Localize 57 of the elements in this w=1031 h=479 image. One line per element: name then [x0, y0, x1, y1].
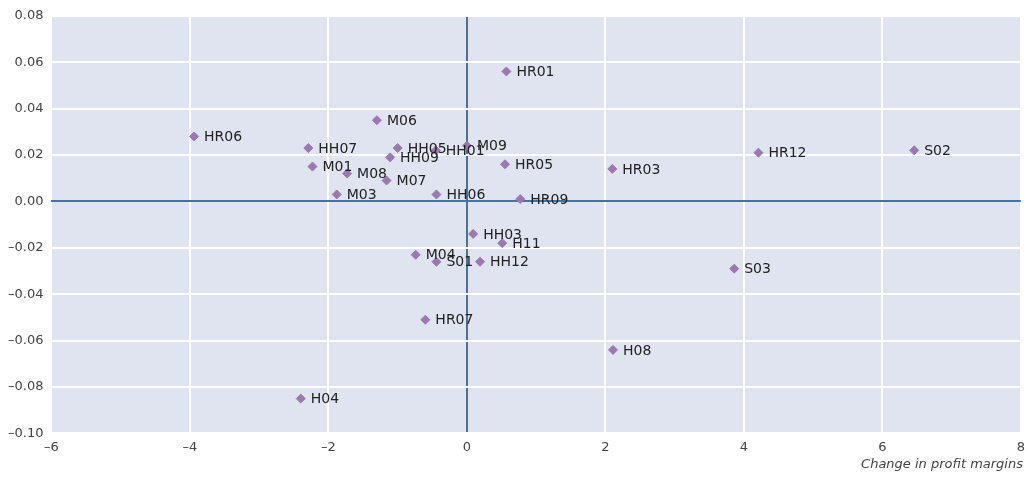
x-tick-label: 6: [878, 438, 887, 454]
data-label: S02: [924, 142, 951, 158]
y-tick-label: –0.04: [7, 285, 44, 301]
data-label: H08: [623, 341, 652, 358]
point: [515, 194, 526, 205]
data-label: HR01: [516, 63, 555, 80]
point: [608, 344, 619, 355]
point: [385, 152, 396, 163]
data-label: M08: [357, 165, 388, 182]
x-tick-label: 0: [462, 438, 472, 454]
point: [371, 115, 382, 126]
point: [468, 228, 479, 239]
point: [909, 145, 920, 156]
data-label: HR06: [204, 128, 243, 145]
x-tick-label: –2: [321, 438, 336, 454]
point: [410, 249, 421, 260]
point: [431, 189, 442, 200]
y-tick-label: 0.08: [14, 7, 44, 23]
y-tick-label: 0.00: [14, 192, 44, 208]
y-tick-label: –0.02: [7, 239, 44, 255]
point: [475, 256, 486, 267]
point: [303, 143, 314, 154]
data-label: M01: [322, 158, 353, 175]
data-label: HR03: [622, 160, 661, 177]
point: [753, 147, 764, 158]
y-tick-label: 0.04: [14, 99, 44, 115]
data-label: HR12: [768, 144, 807, 161]
data-label: M06: [386, 111, 417, 128]
point: [497, 238, 508, 249]
point: [307, 161, 318, 172]
point: [607, 163, 618, 174]
x-tick-label: 8: [1016, 438, 1026, 454]
point: [420, 314, 431, 325]
x-tick-label: –4: [182, 438, 198, 454]
data-label: S03: [744, 260, 771, 277]
point: [501, 66, 512, 77]
data-label: M07: [396, 172, 427, 189]
point: [295, 393, 306, 404]
data-label: HH07: [318, 139, 358, 156]
data-label: H04: [310, 390, 340, 407]
x-tick-label: 2: [601, 438, 610, 454]
point: [189, 131, 200, 142]
point: [392, 143, 403, 154]
data-label: HR05: [514, 155, 554, 172]
data-label: M03: [346, 186, 377, 203]
point: [500, 159, 510, 170]
point: [729, 263, 740, 274]
x-tick-label: 4: [739, 438, 749, 454]
y-tick-label: –0.08: [7, 378, 44, 394]
x-axis-title: Change in profit margins: [861, 456, 1023, 471]
y-tick-label: –0.06: [7, 331, 44, 347]
point: [331, 189, 342, 200]
y-tick-label: –0.10: [7, 424, 44, 440]
y-tick-label: 0.06: [14, 53, 44, 69]
y-tick-label: 0.02: [14, 146, 44, 162]
x-tick-label: –6: [44, 438, 59, 454]
data-label: HH12: [490, 253, 529, 270]
